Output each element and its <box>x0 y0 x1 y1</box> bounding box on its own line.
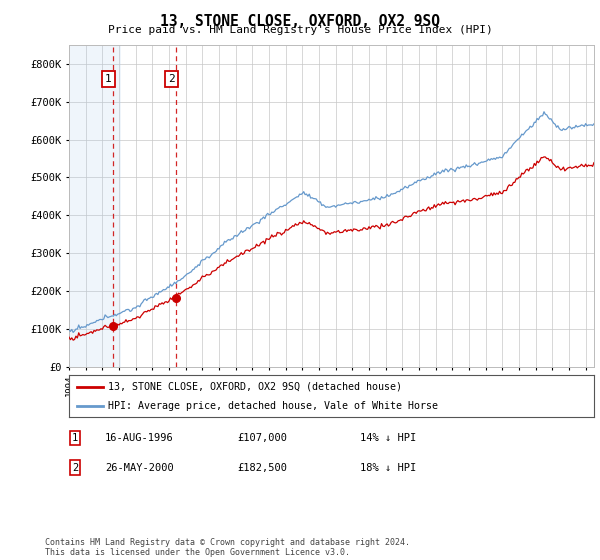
Text: 26-MAY-2000: 26-MAY-2000 <box>105 463 174 473</box>
Text: 18% ↓ HPI: 18% ↓ HPI <box>360 463 416 473</box>
Text: Contains HM Land Registry data © Crown copyright and database right 2024.
This d: Contains HM Land Registry data © Crown c… <box>45 538 410 557</box>
Text: £182,500: £182,500 <box>237 463 287 473</box>
Text: Price paid vs. HM Land Registry's House Price Index (HPI): Price paid vs. HM Land Registry's House … <box>107 25 493 35</box>
Text: 13, STONE CLOSE, OXFORD, OX2 9SQ: 13, STONE CLOSE, OXFORD, OX2 9SQ <box>160 14 440 29</box>
Text: 1: 1 <box>105 74 112 84</box>
Text: 13, STONE CLOSE, OXFORD, OX2 9SQ (detached house): 13, STONE CLOSE, OXFORD, OX2 9SQ (detach… <box>109 381 403 391</box>
Text: 2: 2 <box>168 74 175 84</box>
Text: 2: 2 <box>72 463 78 473</box>
Text: £107,000: £107,000 <box>237 433 287 443</box>
Text: 16-AUG-1996: 16-AUG-1996 <box>105 433 174 443</box>
Text: 14% ↓ HPI: 14% ↓ HPI <box>360 433 416 443</box>
Bar <box>69 45 121 367</box>
Text: HPI: Average price, detached house, Vale of White Horse: HPI: Average price, detached house, Vale… <box>109 401 439 411</box>
Text: 1: 1 <box>72 433 78 443</box>
